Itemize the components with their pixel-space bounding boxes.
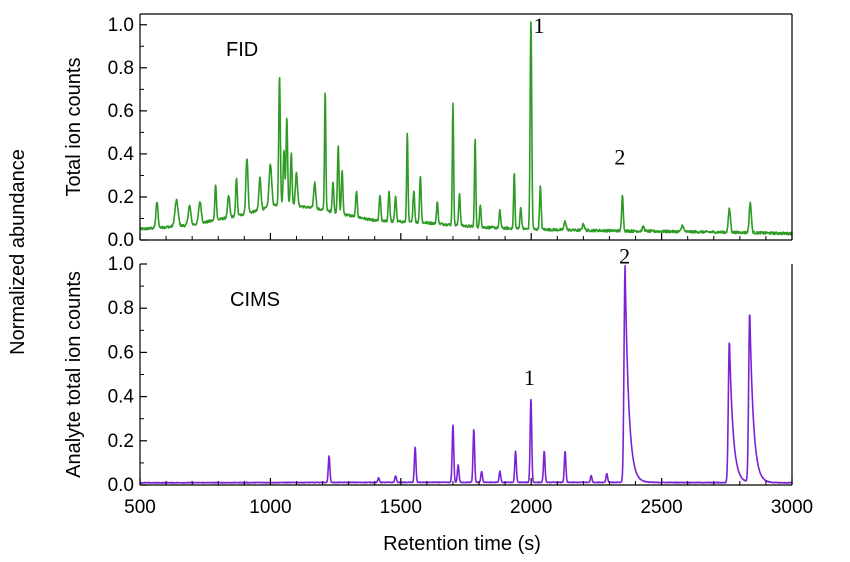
x-tick-label: 3000 [771, 497, 813, 518]
y-tick-label-fid: 0.6 [108, 101, 134, 122]
panel-fid: 0.0 0.2 0.4 0.6 0.8 1.0 Total ion counts FID 1 2 [63, 13, 793, 251]
x-tick-label: 500 [124, 497, 156, 518]
y-tick-label-cims: 0.8 [108, 298, 134, 319]
y-axis-title-fid: Total ion counts [63, 58, 85, 197]
y-axis-title-cims: Analyte total ion counts [63, 271, 85, 478]
peak-annotation-cims: 1 [524, 365, 535, 390]
y-tick-label-cims: 0.4 [108, 387, 135, 408]
x-tick-label: 1500 [380, 497, 422, 518]
y-tick-label-cims: 0.2 [108, 431, 134, 452]
peak-annotation-cims: 2 [619, 244, 630, 269]
panel-label-fid: FID [226, 39, 258, 61]
y-tick-label-fid: 1.0 [108, 15, 134, 36]
panel-label-cims: CIMS [230, 289, 280, 311]
y-tick-label-cims: 0.6 [108, 342, 134, 363]
peak-annotation-fid: 2 [614, 144, 625, 169]
y-tick-label-fid: 0.2 [108, 187, 134, 208]
series-line-cims [139, 265, 793, 484]
panel-cims: 0.0 0.2 0.4 0.6 0.8 1.0 Analyte total ion coun… [63, 244, 793, 496]
y-tick-label-cims: 1.0 [108, 254, 134, 275]
series-line-fid [139, 21, 793, 236]
x-axis-title: Retention time (s) [383, 533, 541, 555]
y-tick-label-fid: 0.8 [108, 58, 134, 79]
x-tick-label: 1000 [249, 497, 291, 518]
outer-y-axis-title: Normalized abundance [7, 149, 29, 355]
peak-annotation-fid: 1 [534, 13, 545, 38]
y-tick-label-fid: 0.4 [108, 144, 135, 165]
y-tick-label-fid: 0.0 [108, 230, 134, 251]
y-tick-label-cims: 0.0 [108, 475, 134, 496]
x-tick-label: 2000 [510, 497, 552, 518]
x-tick-label: 2500 [640, 497, 682, 518]
